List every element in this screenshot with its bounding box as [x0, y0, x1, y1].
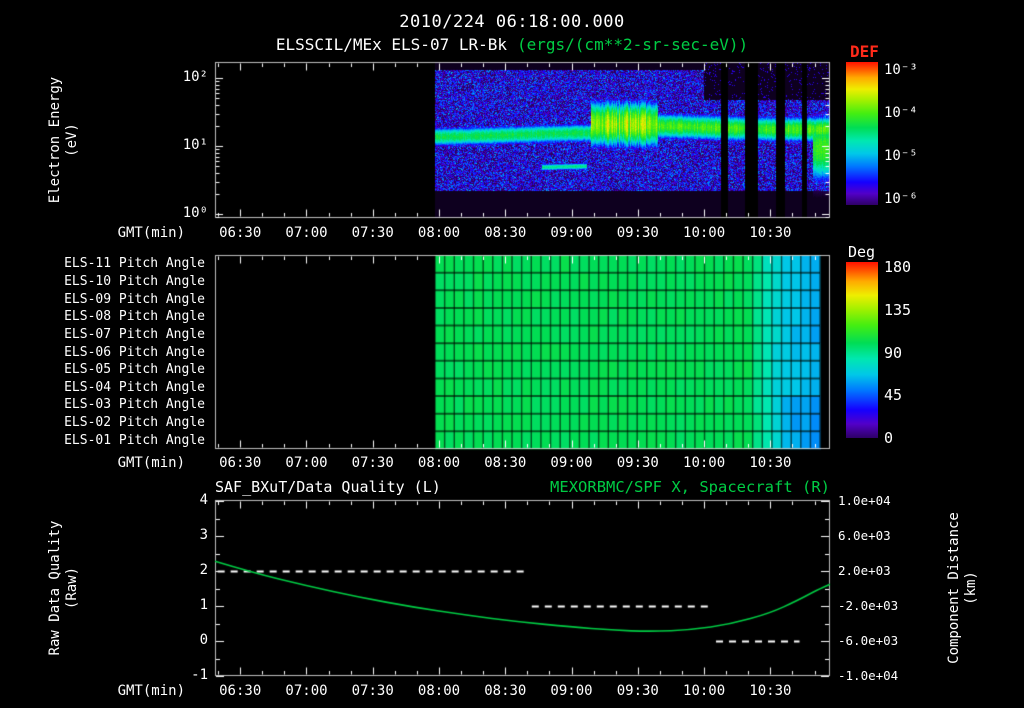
- energy-axis-label: Electron Energy (eV): [47, 60, 81, 220]
- time-tick-label-panel1: 08:00: [417, 225, 461, 241]
- time-tick-label-panel3: 07:30: [351, 683, 394, 699]
- spectrogram-title: ELSSCIL/MEx ELS-07 LR-Bk (ergs/(cm**2-sr-…: [0, 35, 1024, 54]
- quality-tick-label: 0: [199, 632, 208, 648]
- gmt-axis-label-panel2: GMT(min): [117, 455, 185, 471]
- pitch-row-label: ELS-08 Pitch Angle: [64, 309, 205, 325]
- time-tick-label-panel2: 10:30: [749, 455, 792, 471]
- quality-tick-label: 3: [199, 527, 208, 543]
- instrument-title: ELSSCIL/MEx ELS-07 LR-Bk: [275, 35, 507, 54]
- time-tick-label-panel2: 09:00: [550, 455, 593, 471]
- distance-tick-label: 6.0e+03: [838, 528, 891, 543]
- units-title: (ergs/(cm**2-sr-sec-eV)): [517, 35, 749, 54]
- energy-tick-label: 10²: [182, 69, 208, 85]
- time-tick-label-panel1: 07:00: [285, 225, 328, 241]
- pitch-row-label: ELS-11 Pitch Angle: [64, 256, 205, 272]
- energy-tick-label: 10¹: [182, 137, 208, 153]
- pitch-row-label: ELS-01 Pitch Angle: [64, 432, 205, 448]
- pitch-row-label: ELS-10 Pitch Angle: [64, 274, 205, 289]
- distance-axis-label-line2: (km): [963, 571, 979, 605]
- def-colorbar: [846, 62, 878, 205]
- time-tick-label-panel3: 09:00: [550, 683, 593, 699]
- energy-axis-label-line2: (eV): [64, 123, 80, 157]
- time-tick-label-panel2: 08:30: [484, 455, 527, 471]
- deg-colorbar-title: Deg: [848, 243, 876, 261]
- time-tick-label-panel2: 07:00: [285, 455, 328, 471]
- pitch-row-label: ELS-02 Pitch Angle: [64, 415, 205, 430]
- def-colorbar-tick-label: 10⁻³: [884, 62, 918, 78]
- time-tick-label-panel1: 07:30: [351, 225, 394, 241]
- distance-tick-label: -6.0e+03: [838, 633, 899, 648]
- energy-axis-label-line1: Electron Energy: [47, 76, 63, 204]
- pitch-row-label: ELS-07 Pitch Angle: [64, 326, 205, 342]
- distance-tick-label: 1.0e+04: [838, 493, 891, 508]
- time-tick-label-panel3: 08:00: [417, 683, 461, 699]
- time-tick-label-panel3: 10:00: [683, 683, 726, 699]
- def-colorbar-title: DEF: [850, 42, 879, 61]
- deg-colorbar-tick-label: 135: [884, 301, 912, 319]
- deg-colorbar: [846, 262, 878, 438]
- time-tick-label-panel1: 08:30: [484, 225, 527, 241]
- time-tick-label-panel2: 10:00: [683, 455, 726, 471]
- quality-tick-label: 2: [199, 562, 208, 578]
- time-tick-label-panel3: 08:30: [484, 683, 527, 699]
- distance-tick-label: -1.0e+04: [838, 668, 899, 683]
- time-tick-label-panel1: 09:00: [550, 225, 593, 241]
- time-tick-label-panel3: 07:00: [285, 683, 328, 699]
- distance-axis-label: Component Distance (km): [946, 493, 980, 683]
- time-tick-label-panel3: 10:30: [749, 683, 792, 699]
- distance-series-title: MEXORBMC/SPF X, Spacecraft (R): [550, 478, 830, 496]
- time-tick-label-panel2: 07:30: [351, 455, 394, 471]
- pitch-row-label: ELS-09 Pitch Angle: [64, 291, 205, 307]
- def-colorbar-tick-label: 10⁻⁵: [884, 148, 918, 164]
- quality-axis-label-line1: Raw Data Quality: [47, 520, 63, 656]
- time-tick-label-panel1: 10:00: [683, 225, 726, 241]
- timestamp-title: 2010/224 06:18:00.000: [399, 12, 625, 32]
- quality-axis-label-line2: (Raw): [64, 566, 80, 610]
- time-tick-label-panel1: 09:30: [616, 225, 659, 241]
- deg-colorbar-tick-label: 45: [884, 386, 903, 404]
- def-colorbar-tick-label: 10⁻⁶: [884, 191, 918, 207]
- deg-colorbar-tick-label: 90: [884, 344, 903, 362]
- time-tick-label-panel1: 10:30: [749, 225, 792, 241]
- quality-tick-label: 4: [199, 492, 208, 508]
- quality-series-title: SAF_BXuT/Data Quality (L): [215, 478, 441, 496]
- time-tick-label-panel3: 06:30: [219, 683, 262, 699]
- deg-colorbar-tick-label: 0: [884, 429, 894, 447]
- def-colorbar-tick-label: 10⁻⁴: [884, 105, 918, 121]
- distance-axis-label-line1: Component Distance: [946, 512, 962, 664]
- quality-axis-label: Raw Data Quality (Raw): [47, 503, 81, 673]
- time-tick-label-panel3: 09:30: [616, 683, 659, 699]
- time-tick-label-panel1: 06:30: [219, 225, 262, 241]
- pitch-row-label: ELS-06 Pitch Angle: [64, 344, 205, 360]
- deg-colorbar-tick-label: 180: [884, 258, 912, 276]
- pitch-row-label: ELS-05 Pitch Angle: [64, 362, 205, 378]
- time-tick-label-panel2: 08:00: [417, 455, 461, 471]
- quality-tick-label: -1: [191, 667, 208, 683]
- distance-tick-label: -2.0e+03: [838, 598, 899, 613]
- gmt-axis-label-panel1: GMT(min): [117, 225, 185, 241]
- time-tick-label-panel2: 06:30: [219, 455, 262, 471]
- time-tick-label-panel2: 09:30: [616, 455, 659, 471]
- energy-tick-label: 10⁰: [182, 205, 208, 221]
- pitch-row-label: ELS-04 Pitch Angle: [64, 379, 205, 395]
- pitch-row-label: ELS-03 Pitch Angle: [64, 397, 205, 413]
- distance-tick-label: 2.0e+03: [838, 563, 891, 578]
- quality-tick-label: 1: [199, 597, 208, 613]
- gmt-axis-label-panel3: GMT(min): [117, 683, 185, 699]
